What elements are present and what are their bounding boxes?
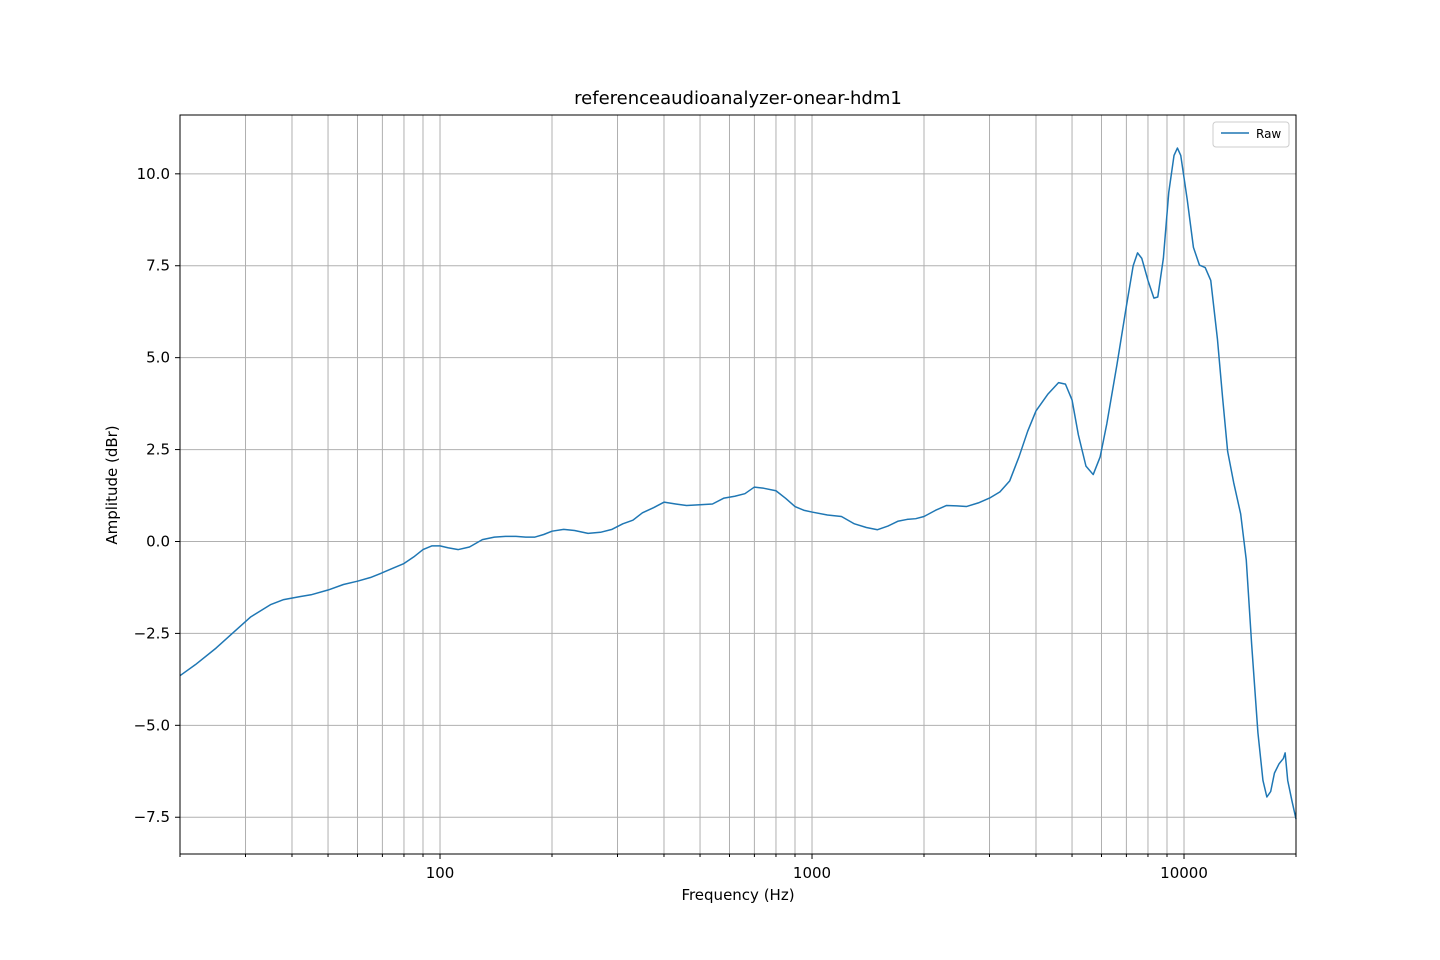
x-axis-ticks: 100 1000 10000 bbox=[179, 854, 1297, 882]
y-tick-label: −2.5 bbox=[134, 624, 170, 642]
plot-frame bbox=[179, 114, 1297, 855]
series-layer bbox=[179, 147, 1297, 820]
x-tick-label: 100 bbox=[426, 864, 455, 882]
y-tick-label: 10.0 bbox=[137, 165, 170, 183]
legend-label-raw: Raw bbox=[1256, 127, 1281, 141]
x-axis-label: Frequency (Hz) bbox=[681, 886, 794, 904]
y-tick-label: 0.0 bbox=[146, 532, 170, 550]
chart-title: referenceaudioanalyzer-onear-hdm1 bbox=[574, 88, 902, 109]
y-axis-ticks: −7.5 −5.0 −2.5 0.0 2.5 5.0 7.5 10.0 bbox=[134, 165, 180, 826]
y-grid bbox=[180, 173, 1296, 818]
y-tick-label: 2.5 bbox=[146, 441, 170, 459]
y-axis-label: Amplitude (dBr) bbox=[103, 425, 121, 544]
x-grid bbox=[245, 115, 1185, 854]
legend-box bbox=[1212, 121, 1290, 148]
x-tick-label: 1000 bbox=[793, 864, 831, 882]
y-tick-label: 5.0 bbox=[146, 349, 170, 367]
y-tick-label: −7.5 bbox=[134, 808, 170, 826]
x-tick-label: 10000 bbox=[1160, 864, 1208, 882]
series-line-raw bbox=[179, 147, 1297, 820]
legend: Raw bbox=[1212, 121, 1290, 148]
y-tick-label: −5.0 bbox=[134, 716, 170, 734]
y-tick-label: 7.5 bbox=[146, 257, 170, 275]
